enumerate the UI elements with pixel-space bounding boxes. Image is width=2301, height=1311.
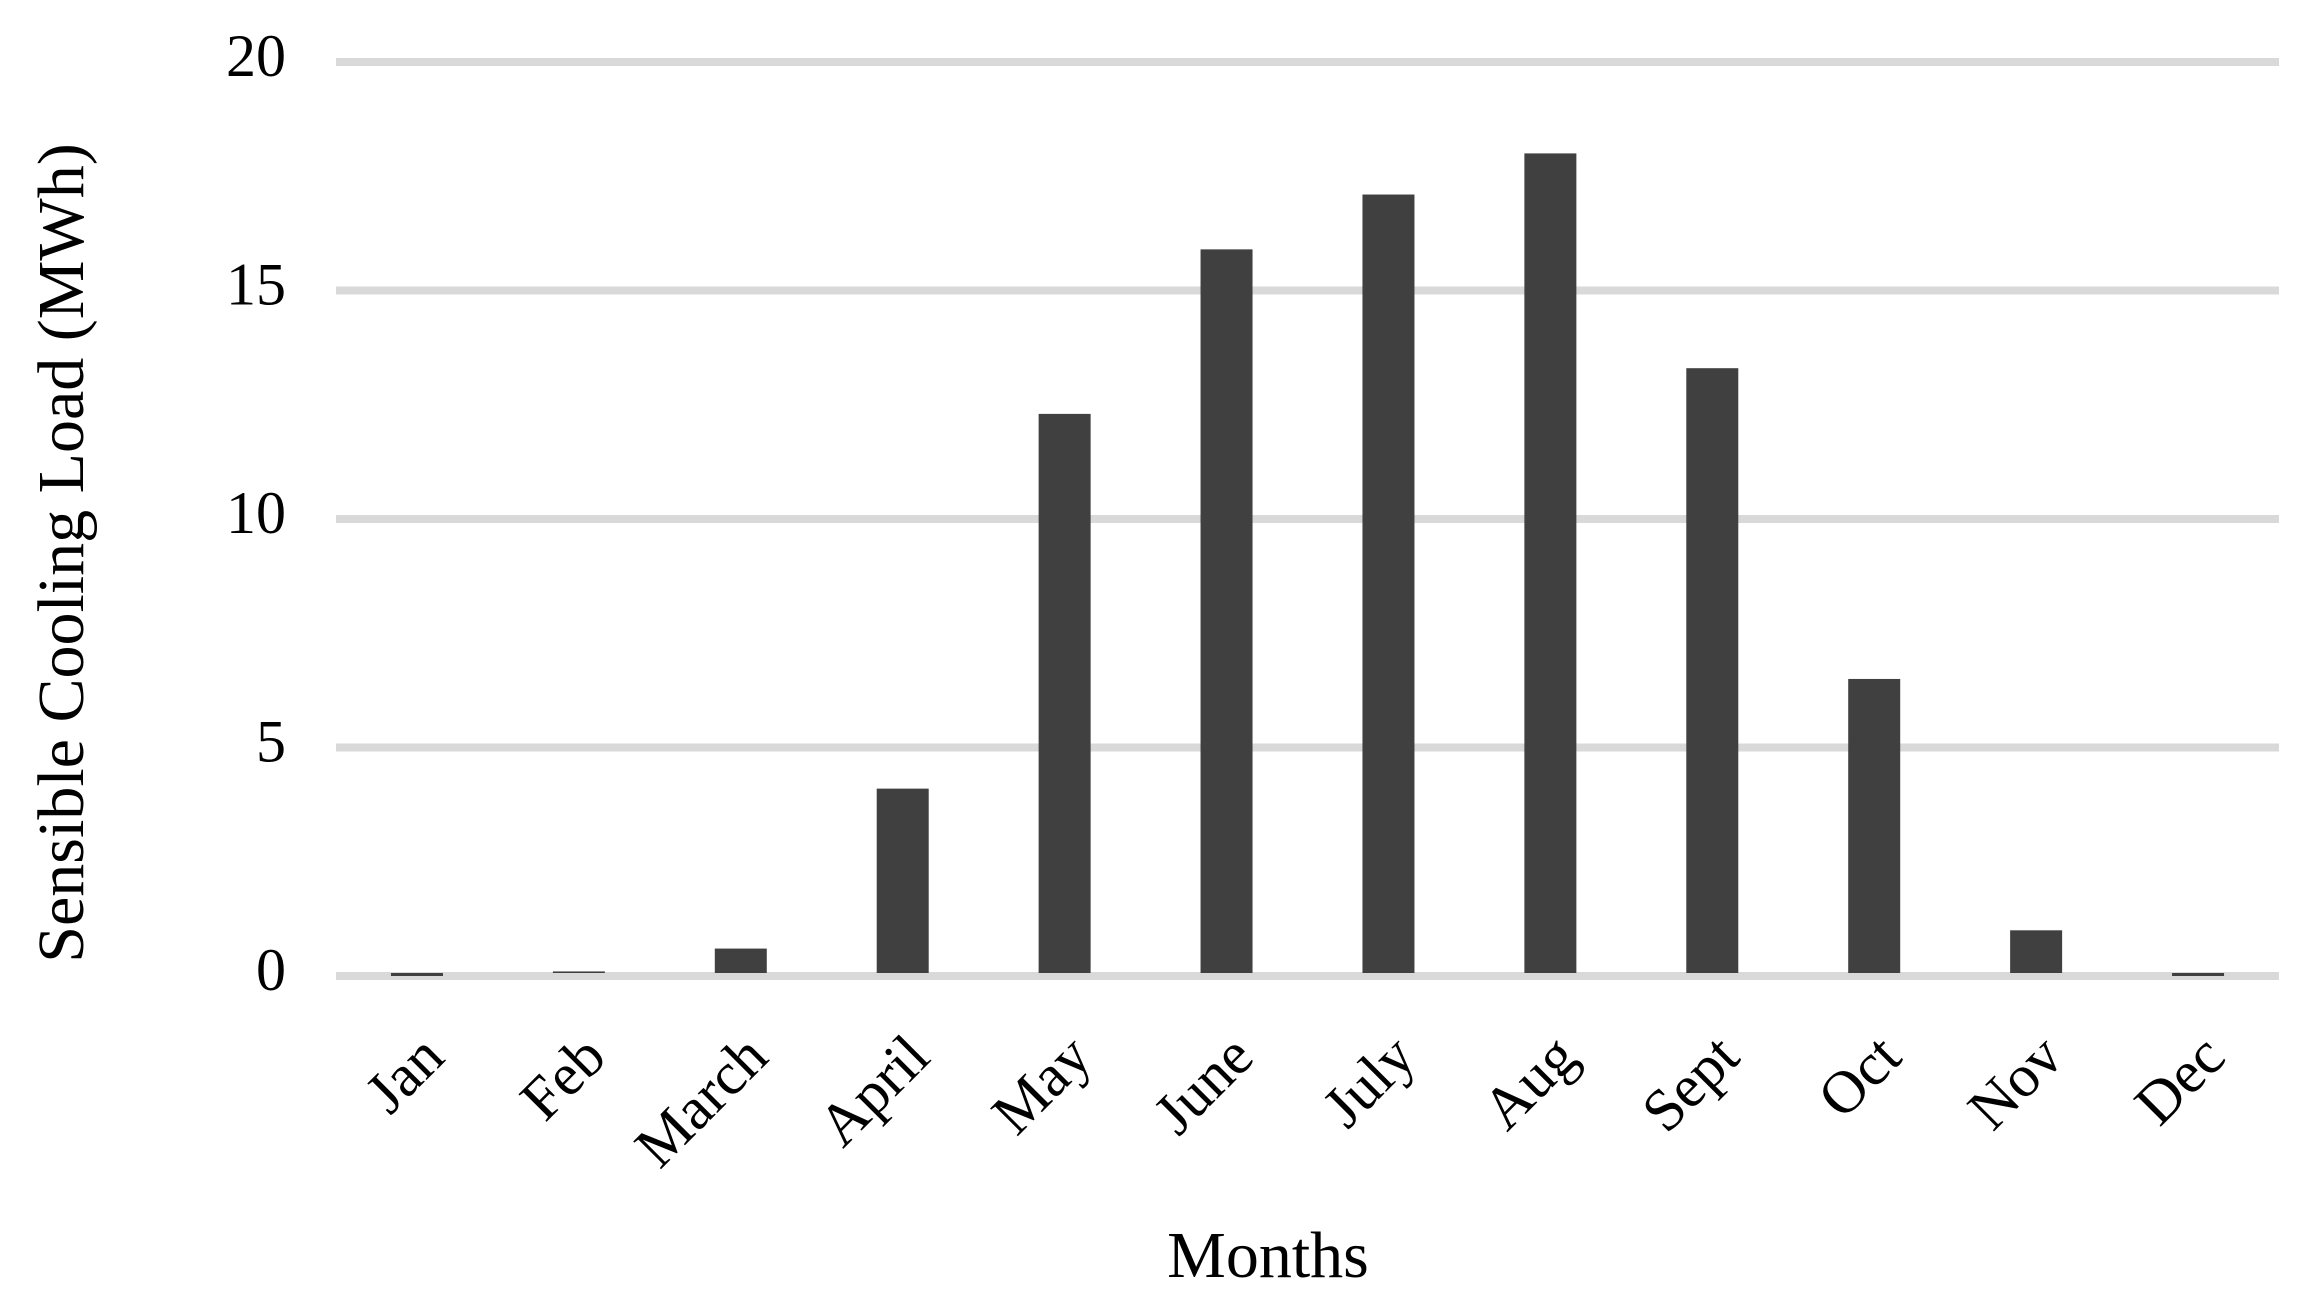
bar <box>552 971 605 973</box>
x-tick-label: Feb <box>507 1022 617 1132</box>
y-tick-label: 15 <box>226 251 286 317</box>
x-tick-label: May <box>979 1022 1103 1146</box>
x-tick-label: Dec <box>2122 1022 2237 1137</box>
bar <box>1362 194 1415 973</box>
bar <box>2172 973 2225 976</box>
bar <box>714 948 767 973</box>
bar <box>390 973 443 976</box>
x-axis-title: Months <box>1167 1219 1369 1292</box>
x-tick-label: April <box>805 1022 941 1158</box>
bar <box>1038 413 1091 973</box>
bar <box>1686 368 1739 973</box>
y-tick-label: 10 <box>226 480 286 546</box>
x-tick-label: Oct <box>1805 1022 1913 1130</box>
bar <box>1524 153 1577 973</box>
x-tick-label: June <box>1141 1022 1265 1146</box>
x-tick-label: Sept <box>1629 1022 1751 1144</box>
x-tick-label: Aug <box>1470 1022 1590 1142</box>
x-tick-label: July <box>1310 1022 1427 1139</box>
bar <box>1848 678 1901 973</box>
y-tick-label: 5 <box>256 708 286 774</box>
bar <box>2010 930 2063 973</box>
bar <box>876 788 929 973</box>
bar <box>1200 249 1253 973</box>
x-tick-label: Nov <box>1955 1022 2075 1142</box>
y-axis-title: Sensible Cooling Load (MWh) <box>25 143 98 962</box>
y-tick-label: 0 <box>256 937 286 1003</box>
x-tick-label: March <box>622 1022 779 1179</box>
y-tick-label: 20 <box>226 23 286 89</box>
x-tick-label: Jan <box>353 1022 456 1125</box>
